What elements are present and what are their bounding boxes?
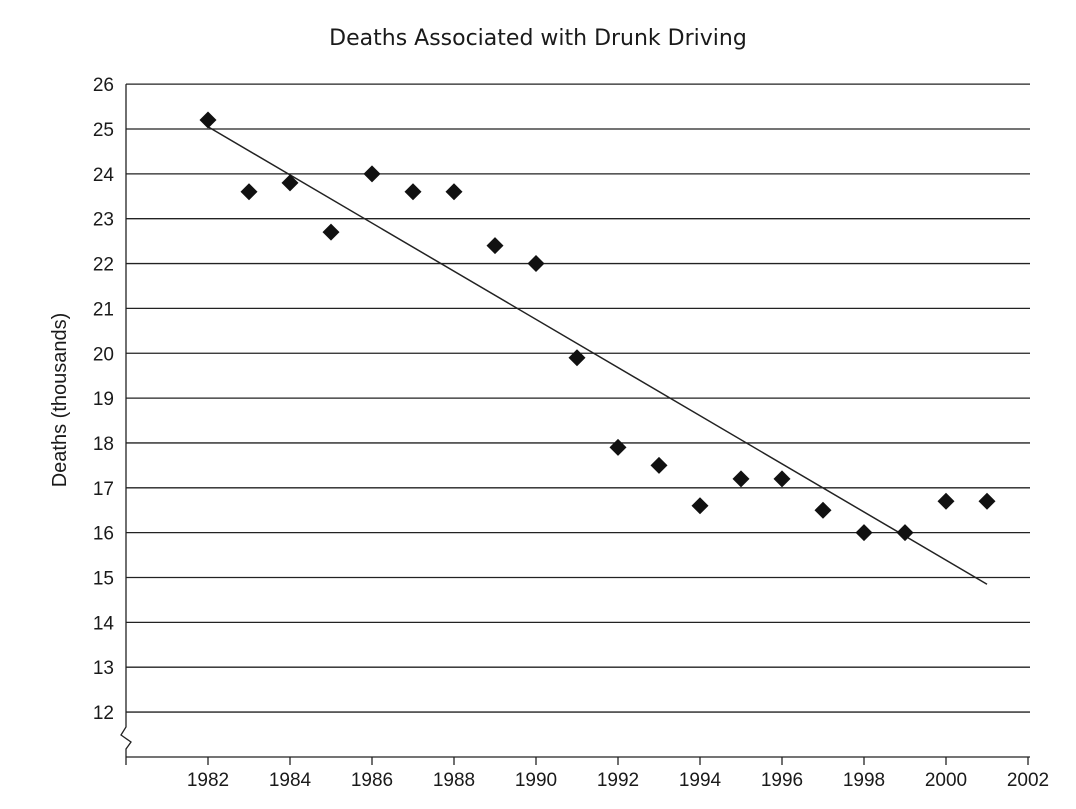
y-tick-labels: 12 13 14 15 16 17 18 19 20 21 22 23 24 25 26: [93, 75, 115, 724]
data-point-1993: [650, 456, 668, 474]
data-point-1986: [363, 165, 381, 183]
data-point-1987: [404, 183, 422, 201]
y-tick-label-25: 25: [93, 120, 114, 141]
y-tick-label-12: 12: [93, 703, 114, 724]
data-point-1998: [855, 524, 873, 542]
data-point-1992: [609, 438, 627, 456]
data-point-1997: [814, 501, 832, 519]
y-tick-label-18: 18: [93, 434, 114, 455]
y-tick-label-19: 19: [93, 389, 114, 410]
data-point-1999: [896, 524, 914, 542]
chart-title: Deaths Associated with Drunk Driving: [329, 26, 747, 51]
data-point-1985: [322, 223, 340, 241]
x-tick-label-1992: 1992: [597, 770, 639, 791]
data-point-2000: [937, 492, 955, 510]
y-tick-label-17: 17: [93, 479, 114, 500]
y-tick-label-20: 20: [93, 344, 114, 365]
y-tick-label-14: 14: [93, 613, 115, 634]
x-tick-label-1990: 1990: [515, 770, 557, 791]
data-point-1990: [527, 255, 545, 273]
data-point-1991: [568, 349, 586, 367]
y-tick-label-21: 21: [93, 299, 114, 320]
data-point-1996: [773, 470, 791, 488]
y-tick-label-16: 16: [93, 524, 114, 545]
x-tick-label-2002: 2002: [1007, 770, 1049, 791]
x-tick-label-1982: 1982: [187, 770, 229, 791]
trend-line: [207, 126, 988, 585]
y-tick-label-26: 26: [93, 75, 114, 96]
x-tick-label-1986: 1986: [351, 770, 393, 791]
y-tick-label-22: 22: [93, 255, 114, 276]
y-axis-label: Deaths (thousands): [49, 313, 71, 488]
y-tick-label-13: 13: [93, 658, 114, 679]
data-point-1982: [199, 111, 217, 129]
x-tick-label-1996: 1996: [761, 770, 803, 791]
x-tick-label-2000: 2000: [925, 770, 967, 791]
x-tick-labels: 1982 1984 1986 1988 1990 1992 1994 1996 1998 2000…: [187, 770, 1049, 791]
y-tick-label-23: 23: [93, 210, 114, 231]
data-point-1995: [732, 470, 750, 488]
data-point-1989: [486, 237, 504, 255]
x-tick-label-1994: 1994: [679, 770, 722, 791]
data-point-1984: [281, 174, 299, 192]
data-point-1983: [240, 183, 258, 201]
x-tick-label-1984: 1984: [269, 770, 312, 791]
y-axis-line: [120, 84, 132, 757]
x-tick-label-1998: 1998: [843, 770, 885, 791]
data-points: [199, 111, 996, 542]
y-tick-label-15: 15: [93, 569, 114, 590]
data-point-2001: [978, 492, 996, 510]
x-tick-label-1988: 1988: [433, 770, 475, 791]
data-point-1988: [445, 183, 463, 201]
data-point-1994: [691, 497, 709, 515]
y-tick-label-24: 24: [93, 165, 115, 186]
axes: [120, 84, 1030, 765]
grid-lines: [126, 83, 1030, 713]
